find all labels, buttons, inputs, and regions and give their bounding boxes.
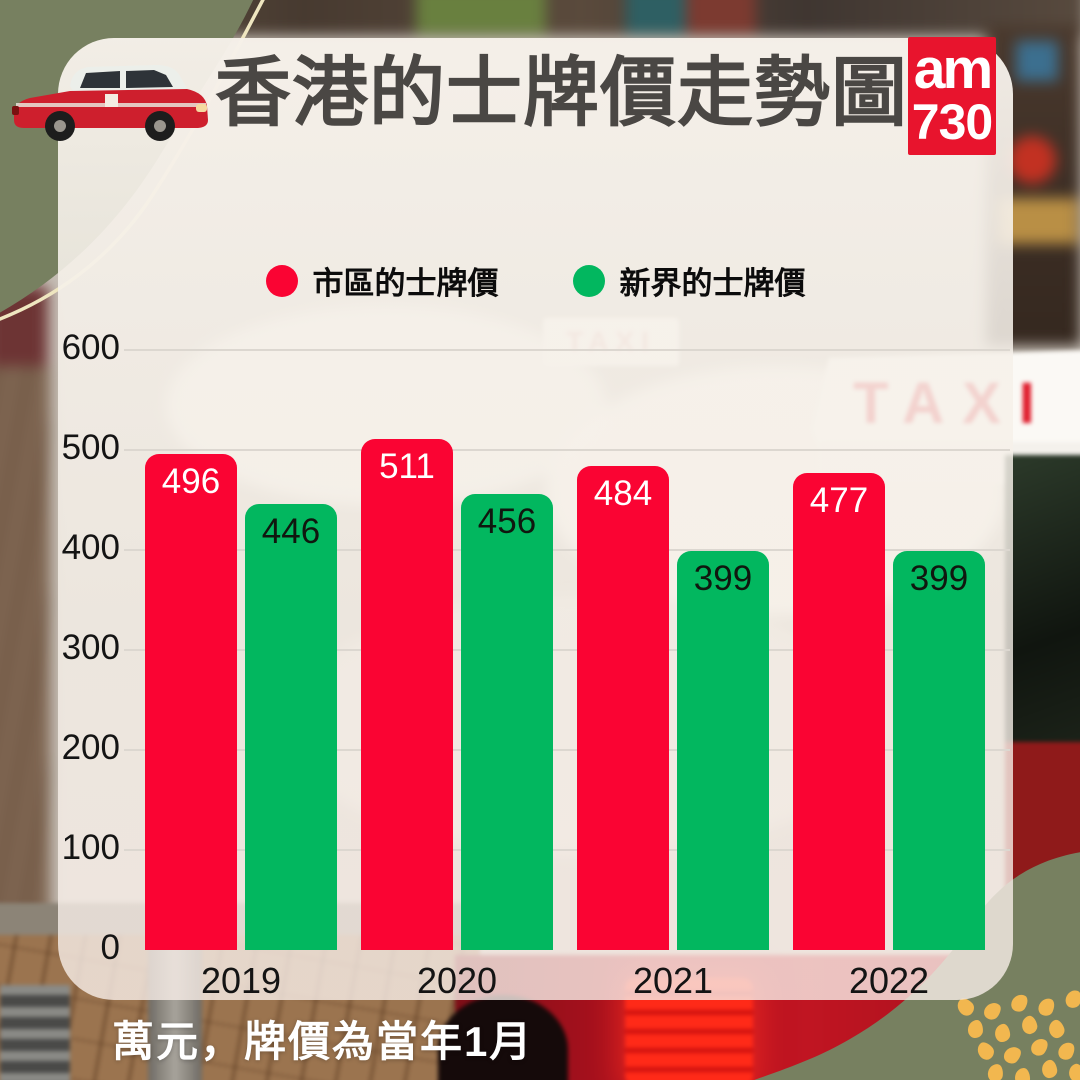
x-axis-tick-label: 2021: [632, 960, 714, 1001]
bar-value-label: 511: [379, 447, 435, 486]
seed-dot-icon: [1014, 1067, 1031, 1080]
page-title: 香港的士牌價走勢圖: [215, 51, 908, 136]
y-axis-tick-label: 200: [61, 728, 120, 767]
gridline: [124, 749, 1010, 751]
bar-value-label: 496: [161, 462, 221, 501]
y-axis-tick-label: 600: [61, 328, 120, 367]
bar-value-label: 399: [693, 559, 753, 598]
taxi-rear-window: [1005, 455, 1080, 755]
x-axis-tick-label: 2020: [416, 960, 498, 1001]
urban-bar-2020: 511: [361, 439, 453, 950]
gridline: [124, 349, 1010, 351]
urban-legend-dot-icon: [265, 264, 298, 297]
bar-value-label: 446: [261, 512, 321, 551]
urban-bar-2019: 496: [145, 454, 237, 950]
legend-item-urban: 市區的士牌價: [265, 258, 499, 303]
red-taxi-image: [12, 65, 208, 141]
x-axis-tick-label: 2019: [200, 960, 282, 1001]
seed-dot-icon: [967, 1019, 984, 1039]
red-lantern: [1008, 136, 1056, 184]
nt-bar-2021: 399: [677, 551, 769, 950]
chart-card: 香港的士牌價走勢圖 市區的士牌價 新界的士牌價 600 500 400 300 200 1…: [58, 38, 1013, 1001]
gridline: [124, 649, 1010, 651]
y-axis-tick-label: 0: [100, 928, 120, 967]
legend: 市區的士牌價 新界的士牌價: [58, 258, 1013, 303]
gridline: [124, 549, 1010, 551]
bar-value-label: 484: [593, 474, 653, 513]
y-axis-tick-label: 400: [61, 528, 120, 567]
nt-bar-2019: 446: [245, 504, 337, 950]
urban-bar-2022: 477: [793, 473, 885, 950]
y-axis-tick-label: 300: [61, 628, 120, 667]
railing: [0, 985, 70, 1080]
unit-footnote: 萬元，牌價為當年1月: [112, 1018, 534, 1065]
bar-value-label: 477: [809, 481, 869, 520]
bar-value-label: 456: [477, 502, 537, 541]
x-axis-tick-label: 2022: [848, 960, 930, 1001]
urban-bar-2021: 484: [577, 466, 669, 950]
y-axis-tick-label: 500: [61, 428, 120, 467]
y-axis-tick-label: 100: [61, 828, 120, 867]
am730-logo: am 730: [908, 37, 996, 155]
gridline: [124, 849, 1010, 851]
nt-legend-dot-icon: [572, 264, 605, 297]
legend-item-nt: 新界的士牌價: [572, 258, 806, 303]
nt-bar-2022: 399: [893, 551, 985, 950]
gridline: [124, 449, 1010, 451]
nt-bar-2020: 456: [461, 494, 553, 950]
wheel-arch: [438, 995, 568, 1080]
bar-value-label: 399: [909, 559, 969, 598]
